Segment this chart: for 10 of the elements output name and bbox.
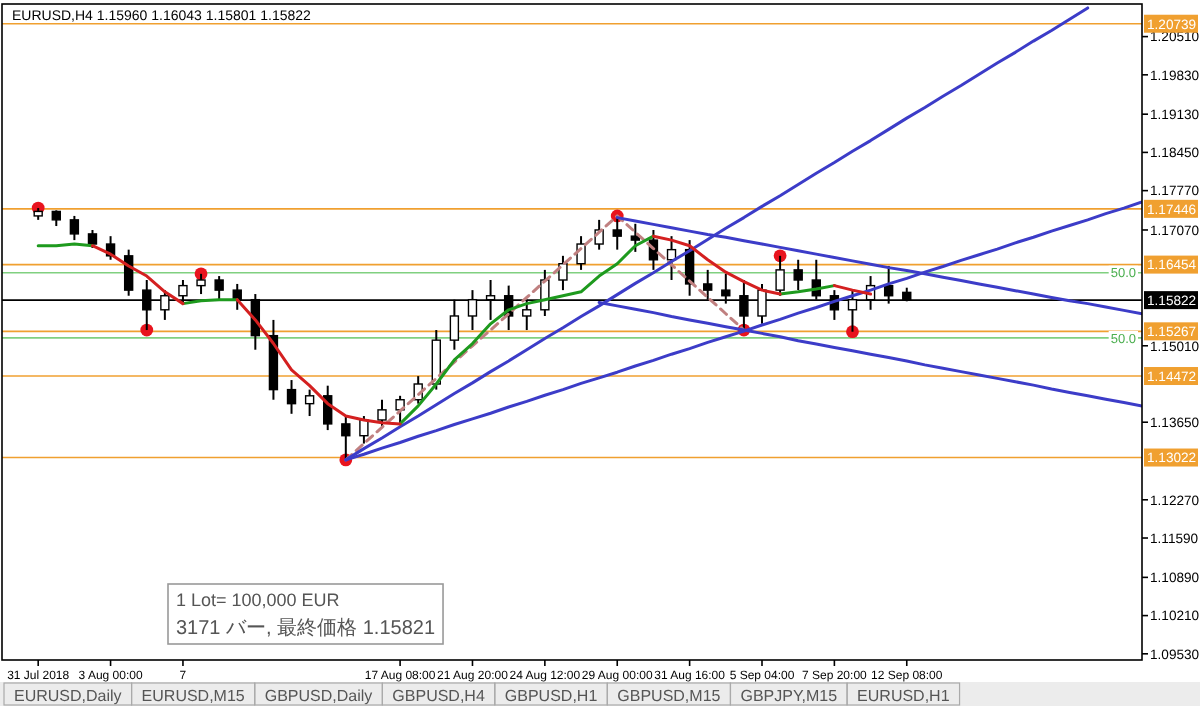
annotation: GBPUSD,H1 [504,687,598,705]
annotation: EURUSD,H1 [857,687,950,705]
annotation: EURUSD,Daily [14,687,122,705]
annotation: EURUSD,M15 [141,687,245,705]
annotation: GBPUSD,Daily [264,687,373,705]
annotation: 3171 バー, 最終価格 1.15821 [176,618,436,640]
annotation: GBPJPY,M15 [740,687,838,705]
annotation: 1 Lot= 100,000 EUR [176,590,340,610]
annotation: GBPUSD,H4 [392,687,485,705]
annotation: GBPUSD,M15 [617,687,721,705]
